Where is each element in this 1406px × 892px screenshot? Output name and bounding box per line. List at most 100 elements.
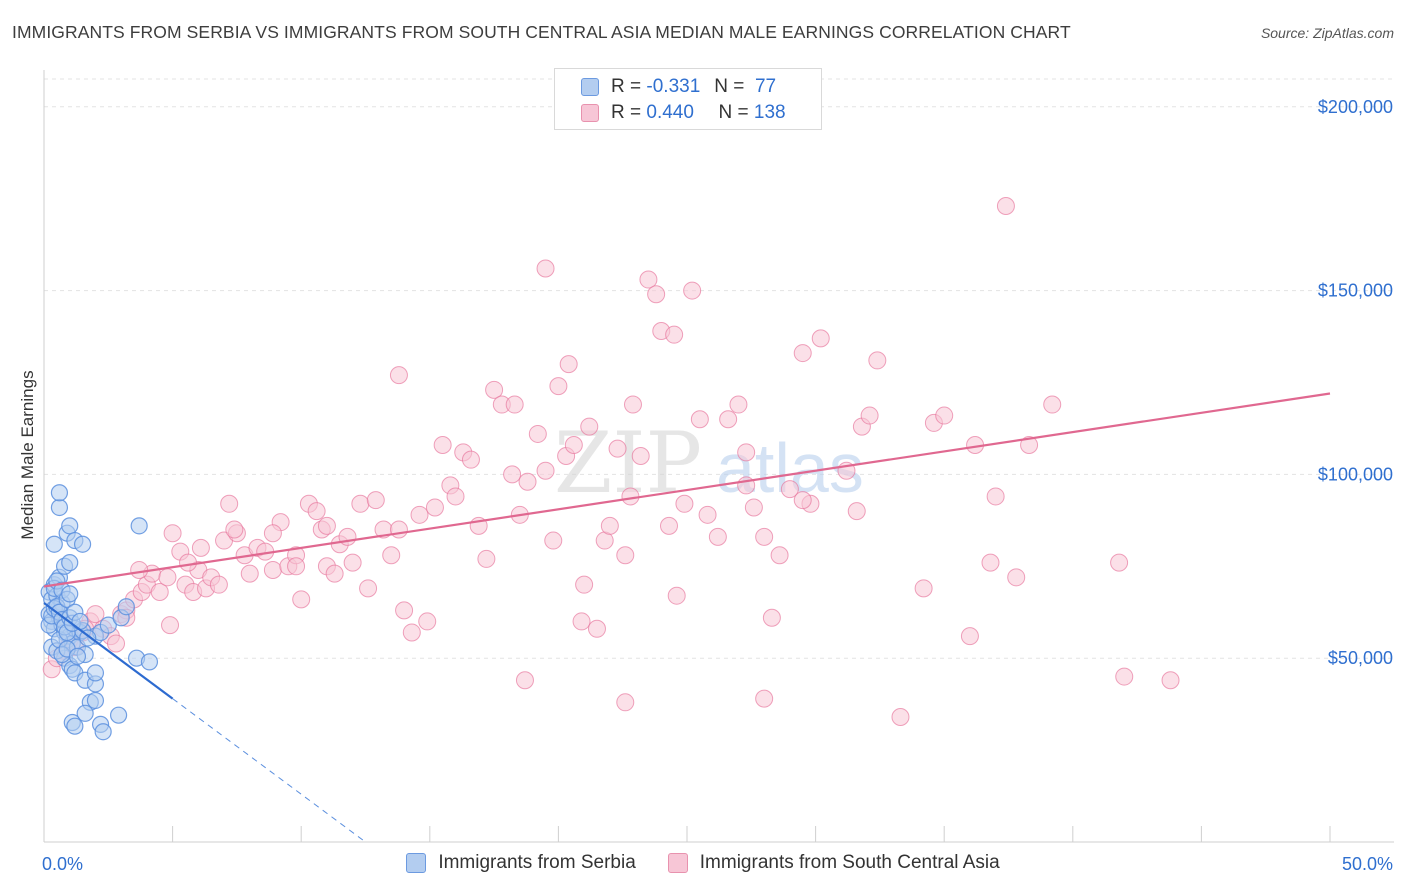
data-point-south-central-asia bbox=[1115, 667, 1134, 686]
data-point-serbia bbox=[117, 598, 135, 616]
data-point-south-central-asia bbox=[1110, 553, 1129, 572]
data-point-south-central-asia bbox=[536, 461, 555, 480]
data-point-south-central-asia bbox=[572, 612, 591, 631]
data-point-south-central-asia bbox=[744, 498, 763, 517]
trend-line-serbia-extension bbox=[172, 698, 366, 843]
data-point-south-central-asia bbox=[107, 634, 126, 653]
data-point-south-central-asia bbox=[461, 450, 480, 469]
data-point-south-central-asia bbox=[708, 527, 727, 546]
legend-r-value: -0.331 bbox=[646, 76, 701, 97]
data-point-serbia bbox=[140, 653, 159, 671]
data-point-south-central-asia bbox=[623, 395, 642, 414]
data-point-south-central-asia bbox=[389, 366, 408, 385]
data-point-south-central-asia bbox=[410, 505, 429, 524]
data-point-south-central-asia bbox=[639, 270, 658, 289]
data-point-south-central-asia bbox=[762, 608, 781, 627]
data-point-south-central-asia bbox=[179, 553, 198, 572]
data-point-serbia bbox=[86, 664, 105, 682]
data-point-south-central-asia bbox=[986, 487, 1005, 506]
data-point-serbia bbox=[76, 704, 94, 722]
data-point-south-central-asia bbox=[793, 491, 812, 510]
data-point-serbia bbox=[61, 554, 79, 572]
data-point-south-central-asia bbox=[317, 516, 336, 535]
data-point-south-central-asia bbox=[425, 498, 444, 517]
data-point-south-central-asia bbox=[263, 560, 282, 579]
bottom-legend: Immigrants from Serbia Immigrants from S… bbox=[0, 852, 1406, 874]
data-point-serbia bbox=[86, 691, 105, 710]
data-point-south-central-asia bbox=[446, 487, 465, 506]
data-point-south-central-asia bbox=[485, 380, 504, 399]
data-point-serbia bbox=[50, 498, 69, 517]
data-point-south-central-asia bbox=[981, 553, 1000, 572]
legend-swatch-pink bbox=[581, 104, 599, 122]
legend-r-label: R = bbox=[611, 76, 642, 97]
data-point-serbia bbox=[99, 616, 117, 634]
data-point-south-central-asia bbox=[158, 568, 177, 587]
legend-r-label: R = bbox=[611, 102, 642, 123]
data-point-south-central-asia bbox=[575, 575, 594, 594]
data-point-serbia bbox=[45, 535, 63, 553]
data-point-south-central-asia bbox=[580, 417, 599, 436]
x-tick-label: 0.0% bbox=[42, 854, 83, 874]
data-point-serbia bbox=[109, 706, 128, 724]
data-point-south-central-asia bbox=[587, 619, 606, 638]
data-point-south-central-asia bbox=[366, 491, 385, 510]
data-point-south-central-asia bbox=[559, 355, 578, 374]
data-point-south-central-asia bbox=[395, 601, 414, 620]
data-point-south-central-asia bbox=[518, 472, 537, 491]
data-point-south-central-asia bbox=[130, 560, 149, 579]
data-point-south-central-asia bbox=[719, 410, 738, 429]
data-point-south-central-asia bbox=[225, 520, 244, 539]
bottom-legend-swatch-pink bbox=[667, 853, 688, 873]
data-point-south-central-asia bbox=[690, 410, 709, 429]
data-point-south-central-asia bbox=[161, 616, 180, 635]
y-tick-label: $100,000 bbox=[1318, 464, 1393, 484]
bottom-legend-swatch-blue bbox=[406, 853, 427, 873]
data-point-south-central-asia bbox=[150, 583, 169, 602]
bottom-legend-south-central-asia: Immigrants from South Central Asia bbox=[667, 852, 1000, 874]
data-point-south-central-asia bbox=[935, 406, 954, 425]
data-point-south-central-asia bbox=[600, 516, 619, 535]
data-point-south-central-asia bbox=[616, 546, 635, 565]
legend-n-value: 138 bbox=[753, 102, 786, 123]
legend-n-label: N = bbox=[718, 102, 749, 123]
data-point-south-central-asia bbox=[505, 395, 524, 414]
data-point-south-central-asia bbox=[263, 524, 282, 543]
data-point-south-central-asia bbox=[287, 557, 306, 576]
data-point-south-central-asia bbox=[608, 439, 627, 458]
data-point-south-central-asia bbox=[292, 590, 311, 609]
data-point-south-central-asia bbox=[914, 579, 933, 598]
data-point-south-central-asia bbox=[477, 549, 496, 568]
data-point-south-central-asia bbox=[325, 564, 344, 583]
legend-n-label: N = bbox=[714, 76, 745, 97]
data-point-south-central-asia bbox=[780, 480, 799, 499]
data-point-south-central-asia bbox=[621, 487, 640, 506]
data-point-serbia bbox=[71, 612, 89, 631]
source-label: Source: ZipAtlas.com bbox=[1260, 25, 1394, 41]
data-point-south-central-asia bbox=[402, 623, 421, 642]
legend-r-value: 0.440 bbox=[646, 102, 694, 123]
data-point-south-central-asia bbox=[515, 671, 534, 690]
data-point-south-central-asia bbox=[359, 579, 378, 598]
chart-title: IMMIGRANTS FROM SERBIA VS IMMIGRANTS FRO… bbox=[12, 22, 1071, 42]
y-tick-label: $50,000 bbox=[1328, 648, 1393, 668]
data-point-south-central-asia bbox=[351, 494, 370, 513]
data-point-south-central-asia bbox=[1043, 395, 1062, 414]
data-point-south-central-asia bbox=[683, 281, 702, 300]
legend-row-south-central-asia: R = 0.440 N = 138 bbox=[555, 100, 786, 126]
data-point-south-central-asia bbox=[868, 351, 887, 370]
data-point-south-central-asia bbox=[86, 605, 105, 624]
y-axis-label: Median Male Earnings bbox=[18, 370, 37, 540]
data-point-serbia bbox=[73, 535, 92, 553]
data-point-south-central-asia bbox=[675, 494, 694, 513]
data-point-south-central-asia bbox=[307, 502, 326, 521]
data-point-south-central-asia bbox=[847, 502, 866, 521]
bottom-legend-label-sca: Immigrants from South Central Asia bbox=[699, 852, 1000, 873]
data-point-south-central-asia bbox=[1007, 568, 1026, 587]
data-point-south-central-asia bbox=[729, 395, 748, 414]
legend-box: R = -0.331 N = 77 R = 0.440 N = 138 bbox=[554, 68, 822, 130]
data-point-south-central-asia bbox=[209, 575, 228, 594]
data-point-south-central-asia bbox=[503, 465, 522, 484]
data-point-south-central-asia bbox=[1161, 671, 1180, 690]
